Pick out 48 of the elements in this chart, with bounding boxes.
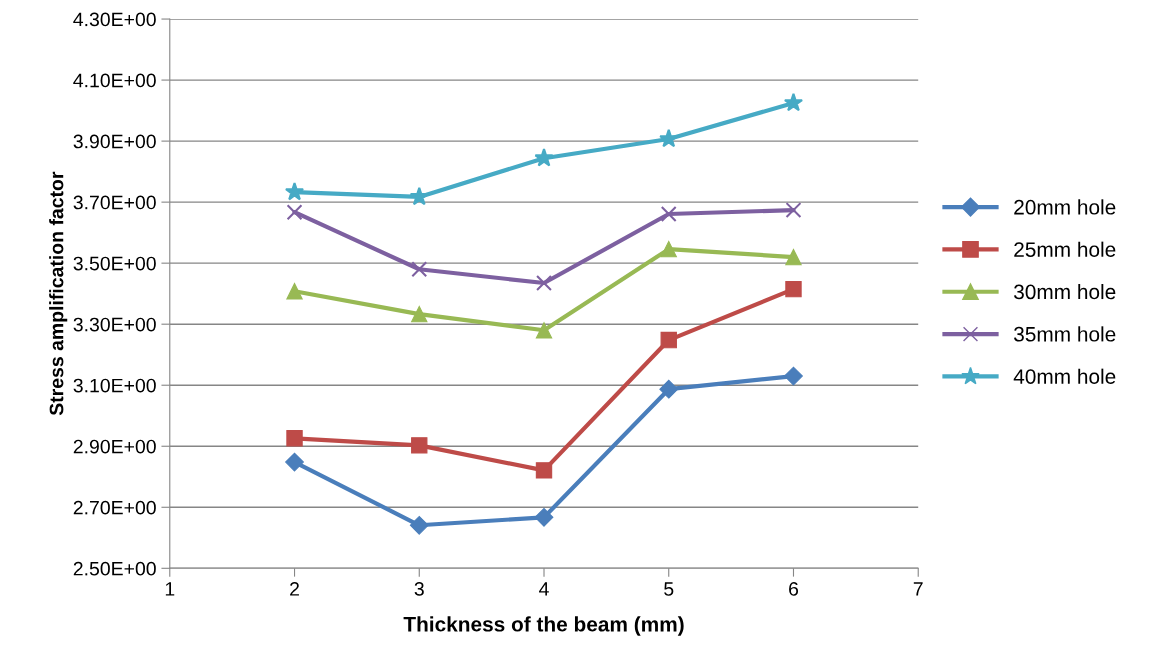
point <box>411 305 428 323</box>
y-tick-label: 2.70E+00 <box>73 500 156 515</box>
y-tick-label: 3.70E+00 <box>73 195 156 210</box>
legend-label: 30mm hole <box>1014 283 1116 300</box>
y-tick-label: 3.30E+00 <box>73 317 156 332</box>
x-tick-label: 4 <box>539 582 549 596</box>
y-tick-label: 3.90E+00 <box>73 134 156 149</box>
point <box>785 280 802 298</box>
y-tick-label: 3.10E+00 <box>73 378 156 393</box>
y-tick-label: 2.50E+00 <box>73 561 156 576</box>
point <box>660 206 677 223</box>
point <box>409 515 429 535</box>
y-tick-label: 3.50E+00 <box>73 256 156 271</box>
point <box>785 248 802 266</box>
y-tick-label: 2.90E+00 <box>73 439 156 454</box>
point <box>534 507 554 527</box>
y-axis-title: Stress amplification factor <box>49 171 68 416</box>
point <box>784 366 803 386</box>
x-tick-label: 3 <box>414 582 424 596</box>
point <box>285 452 304 472</box>
x-tick-label: 6 <box>789 582 799 596</box>
legend-label: 20mm hole <box>1014 199 1116 215</box>
x-tick-label: 2 <box>290 582 299 596</box>
point <box>783 92 804 112</box>
point <box>535 322 553 339</box>
point <box>536 275 552 291</box>
point <box>785 202 802 219</box>
point <box>660 240 677 258</box>
point <box>659 379 679 399</box>
y-tick-label: 4.30E+00 <box>73 12 156 27</box>
point <box>286 283 303 300</box>
y-tick-label: 4.10E+00 <box>73 73 156 88</box>
point <box>534 148 554 167</box>
x-tick-label: 1 <box>165 582 175 596</box>
point <box>286 204 303 221</box>
point <box>286 430 303 447</box>
point <box>409 186 429 206</box>
point <box>535 462 553 479</box>
legend-label: 35mm hole <box>1014 326 1116 342</box>
point <box>411 437 428 454</box>
point <box>660 331 677 349</box>
legend-label: 25mm hole <box>1014 241 1116 257</box>
point <box>284 182 305 201</box>
x-tick-label: 5 <box>664 582 674 596</box>
point <box>411 261 428 278</box>
legend-label: 40mm hole <box>1013 368 1116 384</box>
x-tick-label: 7 <box>913 582 923 596</box>
x-axis-title: Thickness of the beam (mm) <box>403 616 684 636</box>
